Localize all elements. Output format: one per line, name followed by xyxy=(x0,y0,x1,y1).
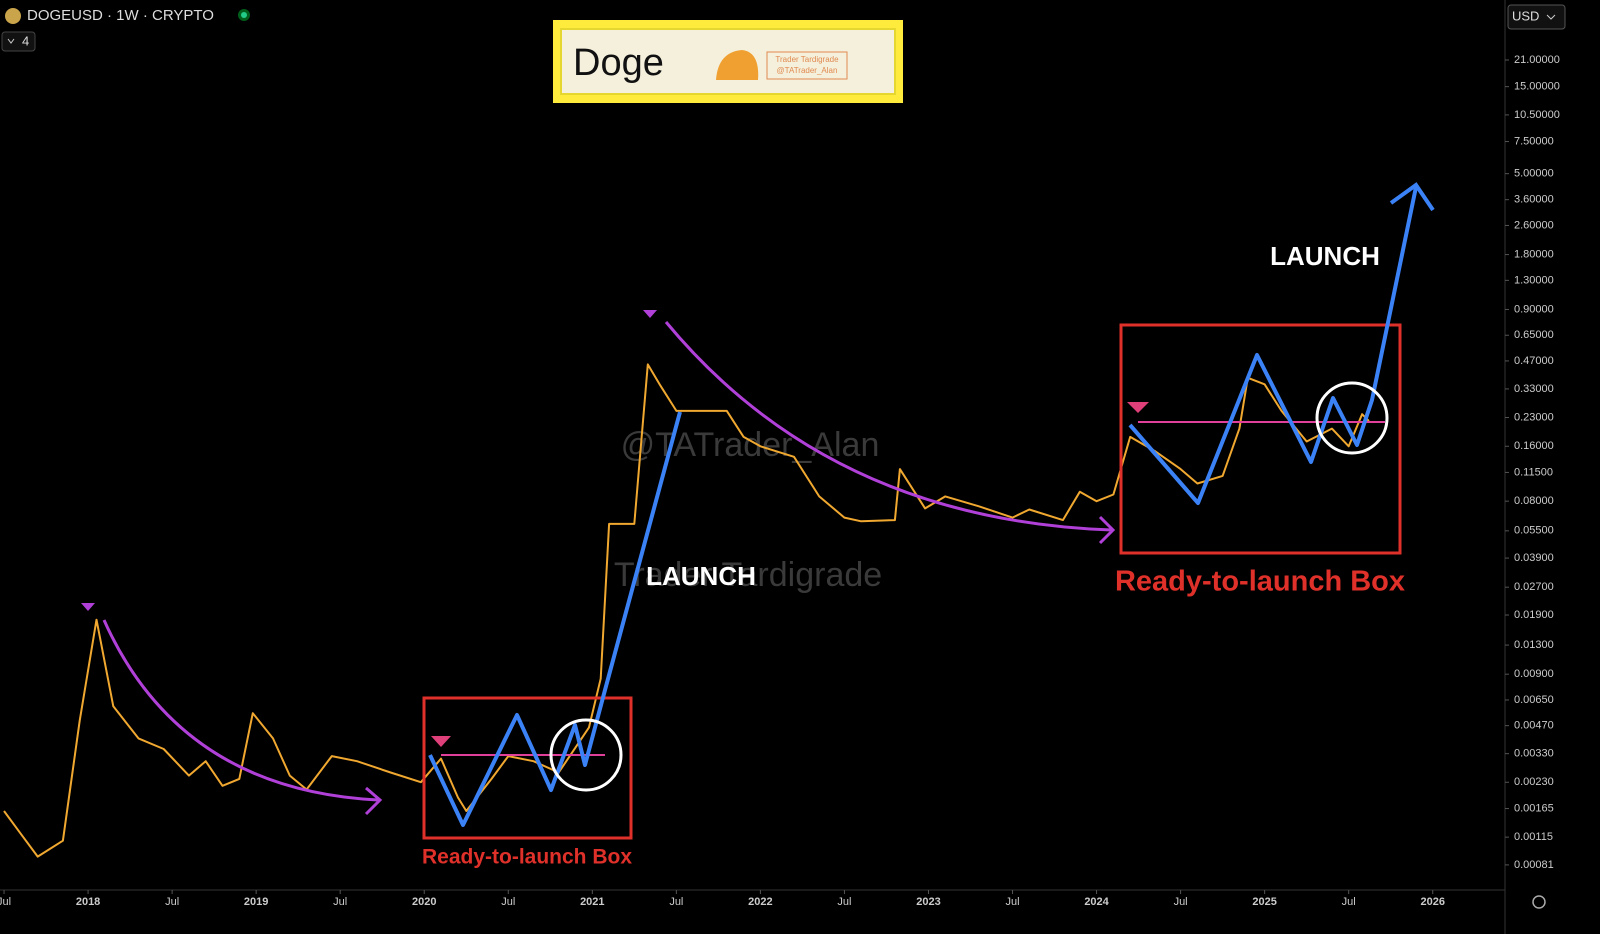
y-tick-label: 5.00000 xyxy=(1514,168,1554,180)
y-tick-label: 0.00470 xyxy=(1514,720,1554,732)
logo-icon xyxy=(716,50,759,80)
y-tick-label: 21.00000 xyxy=(1514,54,1560,66)
x-tick-label: Jul xyxy=(333,896,347,908)
x-tick-label: Jul xyxy=(0,896,11,908)
watermark: Trader Tardigrade xyxy=(614,556,882,594)
y-tick-label: 0.00900 xyxy=(1514,668,1554,680)
annotation: LAUNCH xyxy=(646,561,756,591)
drawings xyxy=(102,182,1435,840)
annotation: Ready-to-launch Box xyxy=(422,846,632,869)
y-tick-label: 0.65000 xyxy=(1514,329,1554,341)
y-tick-label: 7.50000 xyxy=(1514,135,1554,147)
y-tick-label: 0.01300 xyxy=(1514,639,1554,651)
x-tick-label: 2021 xyxy=(580,896,604,908)
indicator-toggle[interactable] xyxy=(1,31,36,52)
y-tick-label: 0.11500 xyxy=(1514,466,1553,478)
x-tick-label: 2024 xyxy=(1084,896,1109,908)
x-tick-label: 2020 xyxy=(412,896,436,908)
y-tick-label: 0.08000 xyxy=(1514,495,1554,507)
y-tick-label: 0.16000 xyxy=(1514,440,1554,452)
x-tick-label: Jul xyxy=(1005,896,1019,908)
x-tick-label: Jul xyxy=(1342,896,1356,908)
path-projection xyxy=(1128,186,1418,505)
marker xyxy=(1127,402,1149,413)
y-tick-label: 0.47000 xyxy=(1514,355,1554,367)
logo-brand: Trader Tardigrade xyxy=(775,55,839,64)
x-tick-label: 2025 xyxy=(1252,896,1276,908)
logo: Doge Trader Tardigrade @TATrader_Alan xyxy=(553,20,903,103)
y-tick-label: 0.33000 xyxy=(1514,383,1554,395)
highlight-circle xyxy=(1315,381,1389,455)
y-tick-label: 2.60000 xyxy=(1514,219,1554,231)
path-projection xyxy=(428,411,682,827)
x-tick-label: Jul xyxy=(1174,896,1188,908)
marker xyxy=(643,310,657,318)
chevron xyxy=(7,38,15,44)
y-tick-label: 1.30000 xyxy=(1514,274,1554,286)
x-tick-label: Jul xyxy=(837,896,851,908)
x-tick-label: 2022 xyxy=(748,896,772,908)
currency: USD xyxy=(1512,8,1539,23)
y-tick-label: 0.02700 xyxy=(1514,581,1554,593)
highlight-circle xyxy=(549,718,623,792)
watermark: @TATrader_Alan xyxy=(621,426,880,464)
status-dot xyxy=(241,12,247,18)
y-tick-label: 0.00330 xyxy=(1514,748,1554,760)
y-tick-label: 0.90000 xyxy=(1514,303,1554,315)
x-tick-label: 2019 xyxy=(244,896,268,908)
marker xyxy=(431,736,451,747)
symbol-icon xyxy=(5,8,21,24)
y-tick-label: 0.00081 xyxy=(1514,859,1554,871)
y-tick-label: 0.00165 xyxy=(1514,802,1554,814)
logo-handle: @TATrader_Alan xyxy=(777,66,838,75)
y-tick-label: 0.00230 xyxy=(1514,776,1554,788)
y-tick-label: 1.80000 xyxy=(1514,248,1554,260)
curve-arrow xyxy=(664,321,1116,545)
box xyxy=(422,696,633,840)
x-tick-label: 2018 xyxy=(76,896,100,908)
axes: 21.00000 15.00000 10.50000 7.50000 5.00000 3.… xyxy=(0,0,1560,934)
settings-button[interactable] xyxy=(1532,895,1546,909)
chevron xyxy=(1546,14,1556,20)
x-tick-label: Jul xyxy=(669,896,683,908)
y-tick-label: 0.01900 xyxy=(1514,609,1554,621)
box xyxy=(1119,323,1402,555)
indicator-count: 4 xyxy=(22,33,29,48)
arrow-head xyxy=(1389,182,1435,212)
x-tick-label: Jul xyxy=(501,896,515,908)
y-tick-label: 0.23000 xyxy=(1514,411,1554,423)
annotation: LAUNCH xyxy=(1270,241,1380,271)
y-tick-label: 0.05500 xyxy=(1514,525,1554,537)
marker xyxy=(81,603,95,611)
price-line xyxy=(3,363,1370,858)
x-tick-label: 2026 xyxy=(1420,896,1444,908)
y-tick-label: 0.00115 xyxy=(1514,831,1553,843)
y-tick-label: 0.00650 xyxy=(1514,694,1554,706)
plot xyxy=(3,363,1370,858)
logo-badge xyxy=(766,51,848,80)
currency-button[interactable] xyxy=(1507,4,1566,30)
y-tick-label: 0.03900 xyxy=(1514,552,1554,564)
x-tick-label: Jul xyxy=(165,896,179,908)
y-tick-label: 15.00000 xyxy=(1514,81,1560,93)
y-tick-label: 3.60000 xyxy=(1514,194,1554,206)
annotation: Ready-to-launch Box xyxy=(1115,566,1405,598)
logo-title: Doge xyxy=(573,42,664,84)
symbol[interactable]: DOGEUSD · 1W · CRYPTO xyxy=(27,7,214,24)
curve-arrow xyxy=(102,619,383,816)
x-tick-label: 2023 xyxy=(916,896,940,908)
y-tick-label: 10.50000 xyxy=(1514,109,1560,121)
